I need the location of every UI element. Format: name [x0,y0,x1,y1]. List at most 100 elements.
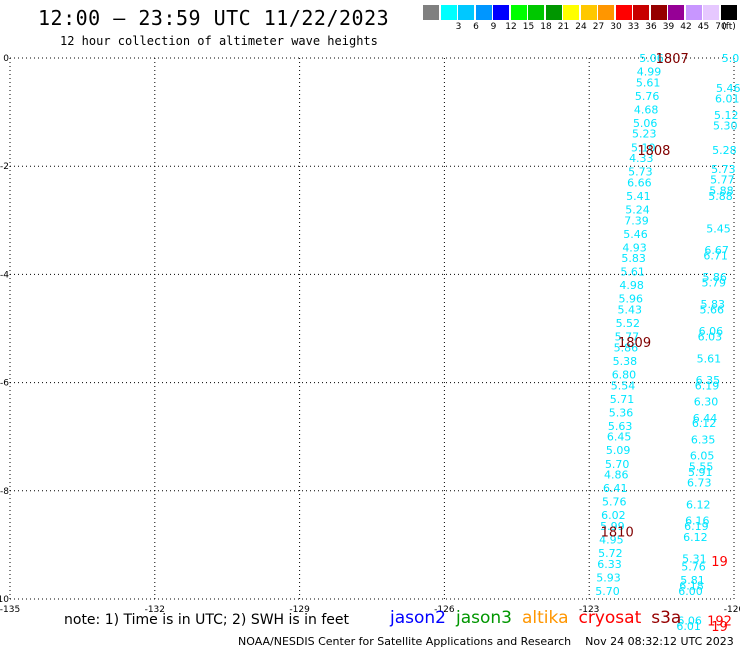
wave-height-point: 4.68 [634,103,659,116]
legend-label: 33 [627,22,640,32]
wave-height-point: 5.71 [610,393,635,406]
legend-swatch [650,5,667,20]
x-tick-label: -129 [289,605,310,615]
x-tick-label: -132 [145,605,165,615]
wave-height-point: 5.52 [616,317,641,330]
wave-height-point: 6.12 [686,498,711,511]
chart-subtitle: 12 hour collection of altimeter wave hei… [60,34,378,48]
wave-height-point: 6.02 [601,509,626,522]
legend-label: 6 [473,22,479,32]
axis-ticks: -135 -132 -129 -126 -123 -120 0 -2 -4 -6 -8 -10 [0,54,740,615]
legend-swatch [510,5,527,20]
wave-height-point: 5.77 [710,174,735,187]
wave-height-point: 5.73 [711,163,736,176]
legend-swatch [528,5,544,20]
wave-height-point: 5.23 [632,128,657,141]
legend-swatch [545,5,562,20]
wave-height-point: 4.95 [599,533,624,546]
wave-height-point: 5.91 [688,466,713,479]
legend-label: 24 [575,22,587,32]
legend-swatch [703,5,719,20]
legend-swatch [580,5,597,20]
wave-height-point: 4.33 [629,152,654,165]
footer-org: NOAA/NESDIS Center for Satellite Applica… [238,635,572,648]
x-tick-label: -126 [434,605,455,615]
wave-height-point: 6.06 [699,325,724,338]
wave-height-point: 6.41 [603,482,628,495]
wave-height-point: 6.01 [676,620,701,633]
wave-height-point: 6.19 [695,379,720,392]
legend-swatch [493,5,509,20]
legend-label: 30 [610,22,622,32]
footer-timestamp: Nov 24 08:32:12 UTC 2023 [585,635,734,648]
wave-height-point: 5.46 [716,82,740,95]
legend-label: 70 [715,22,727,32]
y-tick-label: -8 [0,487,9,497]
x-tick-label: -120 [724,605,740,615]
legend-swatch [440,5,457,20]
wave-height-point: 5.28 [712,144,737,157]
wave-height-point: 5.10 [631,141,656,154]
legend-swatch [720,5,737,20]
legend-swatch [423,5,439,20]
wave-height-point: 6.16 [685,515,710,528]
wave-height-point: 7.39 [624,214,649,227]
wave-height-point: 6.01 [715,93,740,106]
wave-height-point: 5.70 [605,458,630,471]
legend-label: 21 [557,22,570,32]
footer: NOAA/NESDIS Center for Satellite Applica… [238,635,740,648]
wave-height-point: 5.38 [613,355,638,368]
y-tick-label: -10 [0,595,9,605]
time-label: 1809 [618,336,651,351]
y-tick-label: -4 [0,270,9,280]
wave-height-point: 5.66 [700,304,725,317]
wave-height-point: 5.46 [623,228,648,241]
wave-height-point: 6.33 [597,558,622,571]
wave-height-point: 6.00 [678,585,703,598]
legend-label: 12 [505,22,517,32]
wave-height-point: 5.31 [682,552,707,565]
wave-height-point: 6.06 [677,615,702,628]
wave-height-point: 5.12 [714,109,739,122]
x-tick-label: -123 [579,605,599,615]
wave-height-point: 5.61 [636,76,661,89]
wave-height-point: 5.81 [680,574,705,587]
x-tick-label: -135 [0,605,20,615]
wave-height-point: 5.70 [595,585,620,598]
units-note: note: 1) Time is in UTC; 2) SWH is in fe… [64,612,350,628]
y-tick-label: -2 [0,162,9,172]
time-label: 19 [711,620,728,635]
wave-height-point: 6.73 [687,477,712,490]
time-label: 192 [707,615,732,630]
legend-swatch [685,5,702,20]
legend-label: 27 [592,22,605,32]
wave-height-point: 6.45 [607,431,632,444]
wave-height-point: 6.12 [692,417,717,430]
wave-height-point: 5.88 [709,185,734,198]
wave-height-point: 6.35 [691,433,716,446]
wave-height-point: 5.45 [706,222,731,235]
legend-swatch [563,5,579,20]
satellite-jason2: jason2 [390,608,446,628]
time-label: 1807 [656,52,689,67]
chart-title: 12:00 – 23:59 UTC 11/22/2023 [38,6,390,30]
wave-height-point: 5.88 [708,190,733,203]
satellite-altika: altika [522,608,569,628]
legend-swatch [458,5,474,20]
wave-height-point: 6.35 [696,374,721,387]
wave-height-point: 5.76 [681,561,706,574]
wave-height-point: 5.06 [722,52,740,65]
wave-height-point: 6.67 [704,244,729,257]
satellite-s3a: s3a [651,608,682,628]
wave-height-point: 5.36 [609,406,634,419]
time-label: 1810 [601,525,634,540]
legend-label: 45 [697,22,710,32]
legend-label: 3 [455,22,462,32]
wave-height-point: 5.83 [701,298,726,311]
wave-height-point: 5.76 [602,496,627,509]
wave-height-point: 6.19 [684,520,709,533]
wave-height-point: 5.24 [625,203,650,216]
wave-height-point: 6.80 [612,368,637,381]
